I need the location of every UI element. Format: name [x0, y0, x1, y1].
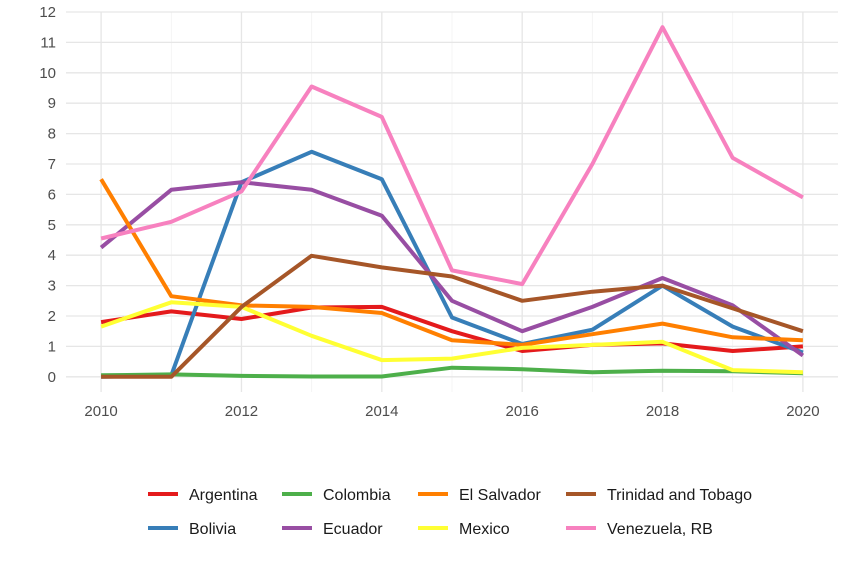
legend: Argentina Colombia El Salvador Trinidad and… — [148, 487, 752, 538]
y-tick-label: 1 — [48, 338, 56, 355]
x-tick-label: 2010 — [84, 403, 117, 420]
series-line-venezuela-rb — [100, 25, 804, 287]
series-line-mexico — [100, 300, 803, 375]
x-tick-label: 2020 — [786, 403, 819, 420]
y-tick-label: 11 — [40, 34, 56, 51]
legend-label-trinidad-and-tobago: Trinidad and Tobago — [607, 487, 752, 504]
y-tick-label: 2 — [48, 308, 56, 325]
series-line-ecuador — [99, 180, 805, 358]
x-axis-ticks: 2010 2012 2014 2016 2018 2020 — [84, 403, 819, 420]
legend-label-mexico: Mexico — [459, 521, 510, 538]
y-tick-label: 7 — [48, 156, 56, 173]
y-tick-label: 3 — [48, 278, 56, 295]
y-tick-label: 12 — [39, 4, 56, 21]
y-tick-label: 9 — [48, 95, 56, 112]
x-tick-label: 2014 — [365, 403, 398, 420]
legend-label-colombia: Colombia — [323, 487, 391, 504]
series-line-el-salvador — [99, 178, 803, 347]
legend-label-venezuela-rb: Venezuela, RB — [607, 521, 713, 538]
y-tick-label: 5 — [48, 217, 56, 234]
series-line-trinidad-and-tobago — [101, 253, 804, 379]
series-line-bolivia — [101, 149, 804, 379]
y-tick-label: 4 — [48, 247, 56, 264]
y-tick-label: 10 — [39, 65, 56, 82]
y-tick-label: 8 — [48, 126, 56, 143]
legend-label-bolivia: Bolivia — [189, 521, 236, 538]
y-tick-label: 0 — [48, 369, 56, 386]
legend-label-el-salvador: El Salvador — [459, 487, 541, 504]
series-line-argentina — [100, 304, 804, 353]
series-line-colombia — [101, 365, 803, 379]
y-tick-label: 6 — [48, 186, 56, 203]
series-lines — [99, 25, 805, 379]
x-tick-label: 2016 — [505, 403, 538, 420]
legend-label-argentina: Argentina — [189, 487, 258, 504]
x-tick-label: 2012 — [225, 403, 258, 420]
legend-label-ecuador: Ecuador — [323, 521, 383, 538]
x-tick-label: 2018 — [646, 403, 679, 420]
